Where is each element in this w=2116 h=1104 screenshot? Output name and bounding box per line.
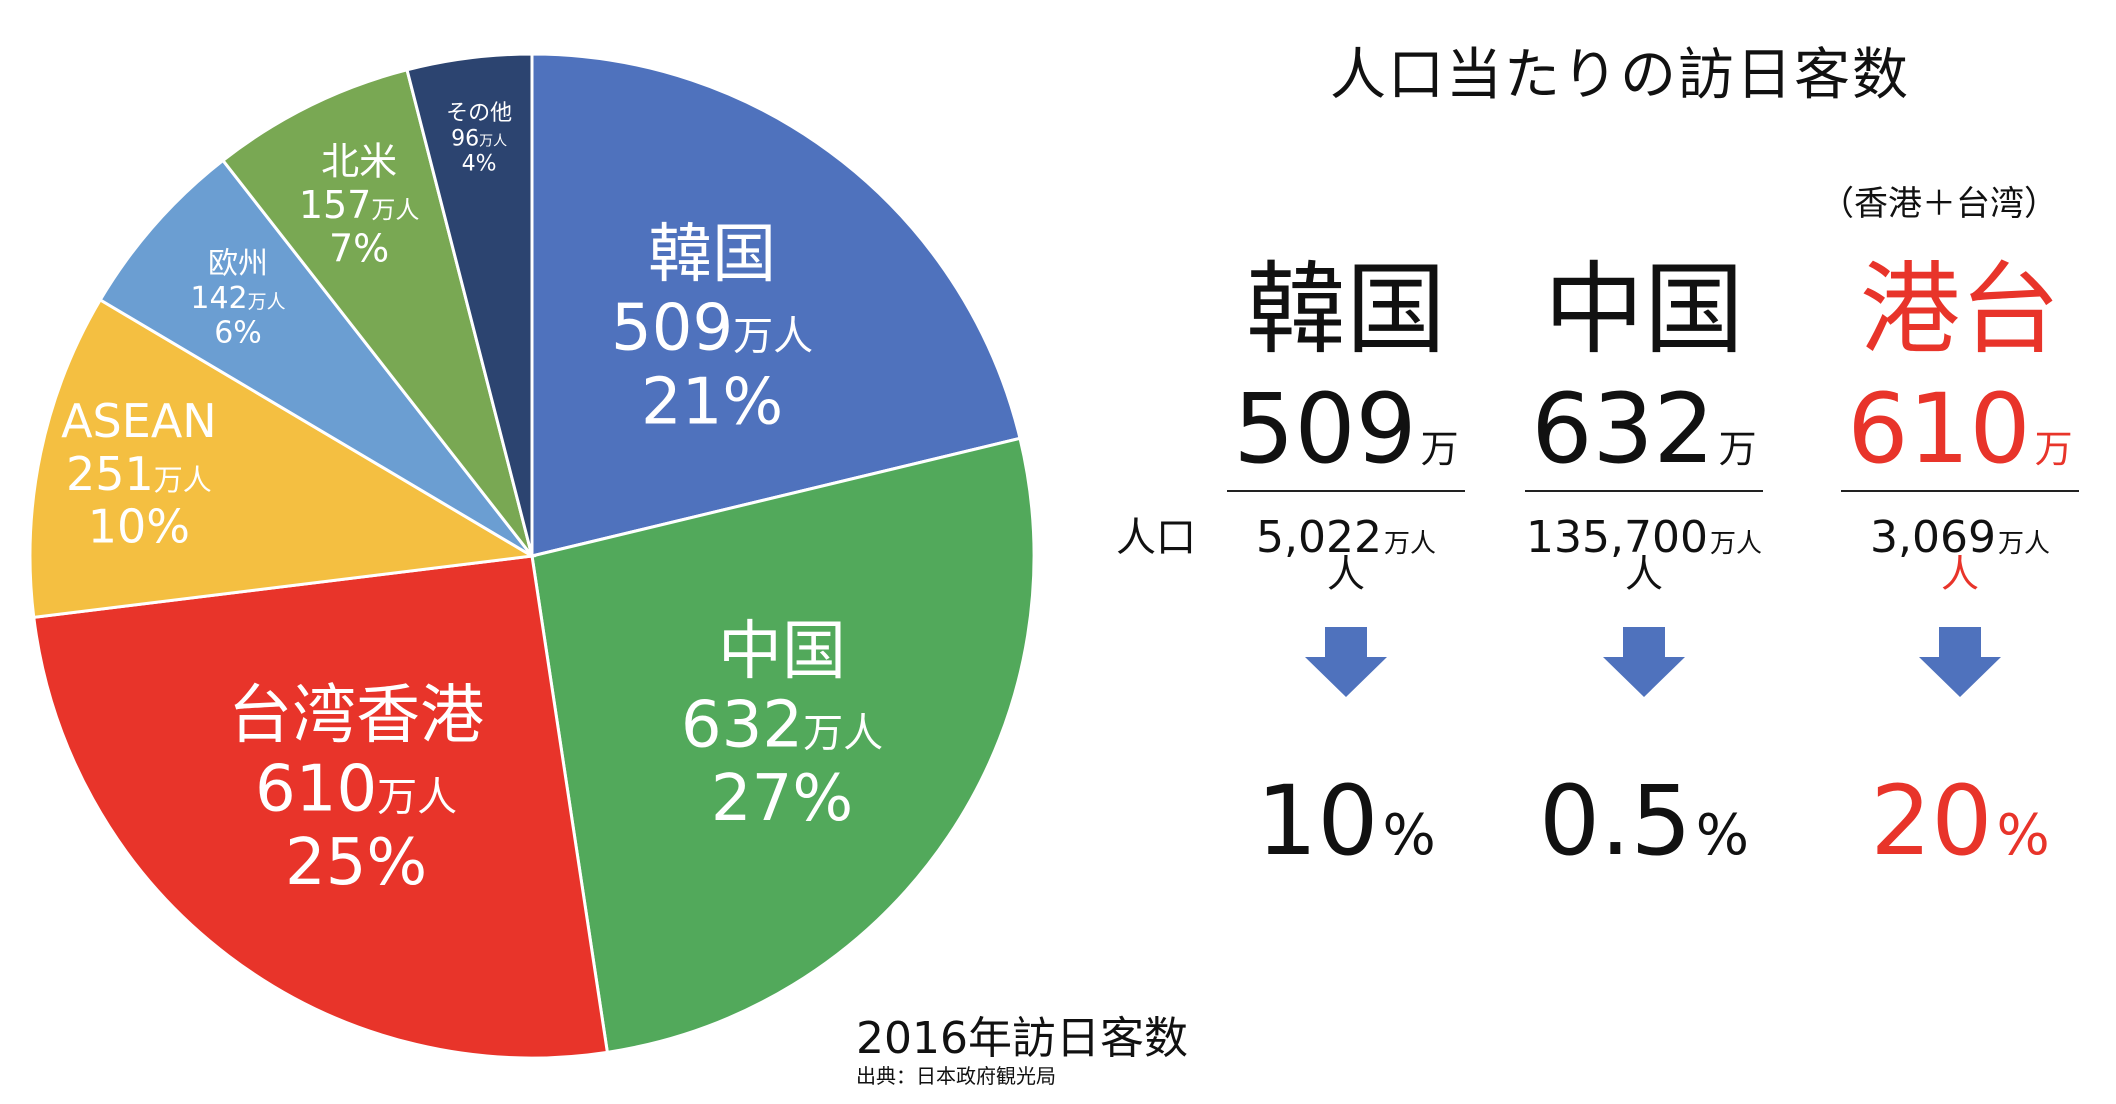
slice-percent-label: 10% [88, 500, 190, 554]
slice-amount-label: 610万人 [255, 752, 457, 826]
visitors-value: 509 [1233, 373, 1417, 485]
column-name: 中国 [1544, 251, 1744, 368]
rate-value: 20 [1870, 765, 1993, 877]
pie-slice-0 [530, 52, 1022, 558]
column-population: 5,022万人 [1226, 510, 1466, 572]
fraction-rule [1525, 490, 1763, 492]
fraction-rule [1227, 490, 1465, 492]
slice-percent-label: 27% [711, 762, 853, 836]
slice-percent-label: 21% [641, 365, 783, 439]
pie-slice-6 [405, 52, 534, 557]
column-rate: 10% [1226, 771, 1466, 886]
slice-amount-label: 96万人 [451, 126, 507, 151]
population-unit: 万人 [1997, 529, 2050, 559]
pie-subtitle: 2016年訪日客数 [856, 1013, 1188, 1064]
pie-slice-5 [220, 67, 534, 557]
column-rate: 20% [1840, 771, 2080, 886]
column-name: 韓国 [1246, 251, 1446, 368]
population-value: 135,700 [1526, 512, 1708, 563]
slice-amount-label: 632万人 [681, 688, 883, 762]
column-china: 中国 632 万人 135,700万人 0.5% [1524, 255, 1764, 886]
rate-value: 0.5 [1539, 765, 1692, 877]
pie-slice-2 [32, 554, 610, 1060]
slice-name-label: ASEAN [61, 394, 217, 448]
population-label: 人口 [1116, 515, 1196, 561]
slice-amount-label: 251万人 [66, 447, 212, 501]
down-arrow-icon [1603, 627, 1685, 697]
column-visitors: 632 万人 [1524, 377, 1764, 597]
column-visitors: 610 万人 [1840, 377, 2080, 597]
pie-slice-3 [28, 297, 537, 620]
slice-name-label: 台湾香港 [228, 679, 484, 753]
slice-name-label: 韓国 [648, 218, 776, 292]
column-korea: 韓国 509 万人 5,022万人 10% [1226, 255, 1466, 886]
visitors-value: 632 [1531, 373, 1715, 485]
column-name: 港台 [1860, 251, 2060, 368]
slice-name-label: その他 [446, 101, 512, 126]
rate-unit: % [1695, 803, 1749, 868]
slice-amount-label: 157万人 [299, 183, 420, 227]
rate-unit: % [1996, 803, 2050, 868]
population-unit: 万人 [1709, 529, 1762, 559]
comparison-title: 人口当たりの訪日客数 [1330, 43, 1910, 108]
column-visitors: 509 万人 [1226, 377, 1466, 597]
pie-slice-4 [98, 158, 534, 558]
column-population: 3,069万人 [1840, 510, 2080, 572]
source-credit: 出典：日本政府観光局 [856, 1064, 1056, 1088]
pie-slice-1 [530, 436, 1036, 1055]
rate-unit: % [1382, 803, 1436, 868]
fraction-rule [1841, 490, 2079, 492]
slice-name-label: 欧州 [208, 246, 268, 281]
column-hk-taiwan: 港台 610 万人 3,069万人 20% [1840, 255, 2080, 886]
down-arrow-icon [1305, 627, 1387, 697]
slice-percent-label: 25% [285, 826, 427, 900]
column-population: 135,700万人 [1524, 510, 1764, 572]
population-value: 5,022 [1256, 512, 1382, 563]
rate-value: 10 [1256, 765, 1379, 877]
down-arrow-icon [1919, 627, 2001, 697]
slice-name-label: 北米 [321, 139, 397, 183]
hk-tw-note: （香港＋台湾） [1820, 184, 2058, 224]
population-value: 3,069 [1870, 512, 1996, 563]
slice-amount-label: 142万人 [190, 281, 285, 316]
slice-name-label: 中国 [718, 615, 846, 689]
slice-percent-label: 7% [329, 227, 389, 271]
population-unit: 万人 [1383, 529, 1436, 559]
slice-percent-label: 4% [462, 152, 497, 177]
slice-percent-label: 6% [214, 315, 262, 350]
slice-amount-label: 509万人 [611, 292, 813, 366]
column-rate: 0.5% [1524, 771, 1764, 886]
visitors-value: 610 [1847, 373, 2031, 485]
